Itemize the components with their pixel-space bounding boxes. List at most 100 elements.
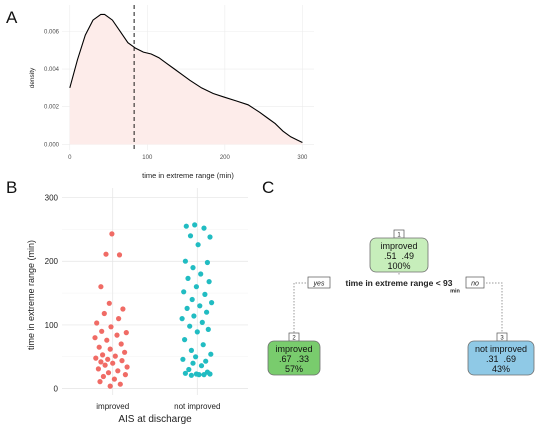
scatter-point: [98, 284, 104, 290]
scatter-point: [209, 300, 215, 306]
scatter-point: [110, 360, 116, 366]
scatter-point: [198, 271, 204, 277]
scatter-point: [201, 372, 207, 378]
scatter-points: [92, 222, 215, 389]
scatter-point: [190, 265, 196, 271]
scatter-x-tick-label: not improved: [174, 402, 220, 411]
scatter-point: [99, 328, 105, 334]
no-branch-box: [465, 276, 485, 289]
root-node: [369, 237, 429, 273]
scatter-y-tick-label: 100: [45, 321, 59, 330]
panel-b: B 0 100 200 300 improved not improved AIS at…: [6, 178, 248, 425]
density-x-tick-label: 0: [68, 155, 72, 161]
panel-c-decision-tree: C 1 improved .51 .49 100% yes time in ex…: [262, 178, 535, 376]
scatter-point: [207, 234, 213, 240]
scatter-point: [192, 222, 198, 228]
density-y-tick-label: 0.006: [44, 29, 60, 35]
leaf-2-percent: 57%: [285, 364, 303, 374]
scatter-point: [185, 275, 191, 281]
scatter-point: [119, 358, 125, 364]
scatter-y-ticks: 0 100 200 300: [45, 194, 59, 394]
scatter-point: [182, 258, 188, 264]
scatter-point: [189, 296, 195, 303]
panel-label-a: A: [6, 8, 18, 27]
scatter-point: [207, 371, 213, 377]
scatter-point: [204, 259, 210, 266]
scatter-point: [190, 360, 196, 366]
scatter-point: [195, 242, 201, 248]
root-node-class: improved: [380, 241, 417, 251]
scatter-point: [106, 300, 112, 306]
density-x-tick-label: 100: [142, 155, 153, 161]
yes-branch-box: [307, 276, 331, 289]
leaf-2-node: [267, 340, 321, 376]
scatter-point: [108, 324, 114, 330]
scatter-point: [187, 323, 193, 329]
scatter-x-ticks: improved not improved: [96, 402, 220, 411]
scatter-point: [199, 319, 205, 325]
scatter-point: [124, 364, 130, 370]
scatter-point: [102, 362, 108, 368]
scatter-point: [92, 335, 98, 341]
scatter-x-axis-label: AIS at discharge: [118, 414, 192, 425]
scatter-point: [112, 353, 118, 359]
scatter-y-tick-label: 0: [54, 385, 59, 394]
root-node-probs: .51 .49: [384, 251, 414, 261]
scatter-point: [197, 303, 203, 309]
scatter-point: [120, 306, 126, 312]
panel-a: A 0 100 200 300 0.000 0.002 0.004 0.006 time i…: [6, 5, 314, 180]
density-y-tick-label: 0.000: [44, 142, 60, 148]
scatter-point: [107, 383, 113, 389]
split-condition: time in extreme range < 93: [345, 278, 452, 288]
scatter-point: [104, 337, 110, 343]
density-y-tick-label: 0.004: [44, 67, 60, 73]
scatter-point: [201, 225, 207, 231]
scatter-point: [188, 347, 194, 353]
density-curve: [69, 13, 303, 143]
no-branch-label: no: [471, 281, 479, 288]
scatter-point: [179, 316, 185, 322]
root-node-percent: 100%: [387, 261, 410, 271]
scatter-point: [200, 342, 206, 348]
leaf-2-id: 2: [292, 336, 296, 342]
leaf-2-class: improved: [275, 344, 312, 354]
scatter-point: [97, 379, 103, 385]
leaf-3-id: 3: [500, 336, 504, 342]
scatter-point: [98, 359, 104, 365]
scatter-point: [96, 344, 102, 350]
panel-label-c: C: [262, 178, 274, 197]
scatter-point: [202, 291, 208, 297]
scatter-point: [122, 349, 128, 355]
scatter-point: [208, 351, 214, 357]
leaf-2-probs: .67 .33: [279, 354, 309, 364]
scatter-point: [122, 372, 128, 378]
scatter-point: [105, 370, 112, 376]
leaf-3-class: not improved: [475, 344, 527, 354]
scatter-point: [203, 358, 209, 364]
scatter-point: [182, 370, 188, 376]
scatter-point: [116, 316, 122, 322]
scatter-point: [196, 372, 202, 378]
scatter-point: [204, 309, 210, 315]
leaf-3-percent: 43%: [492, 364, 510, 374]
scatter-point: [193, 354, 199, 360]
scatter-point: [94, 320, 100, 326]
leaf-3-probs: .31 .69: [486, 354, 516, 364]
density-x-tick-label: 200: [220, 155, 231, 161]
scatter-point: [117, 381, 123, 387]
scatter-y-axis-label: time in extreme range (min): [26, 240, 36, 350]
scatter-point: [116, 252, 123, 258]
density-y-tick-label: 0.002: [44, 105, 60, 111]
scatter-point: [109, 231, 115, 237]
yes-branch-label: yes: [313, 281, 325, 288]
scatter-point: [198, 363, 205, 369]
density-y-axis-label: density: [29, 67, 36, 88]
scatter-point: [194, 329, 200, 335]
scatter-point: [182, 337, 188, 343]
scatter-point: [186, 366, 192, 373]
scatter-point: [103, 251, 109, 257]
density-x-tick-label: 300: [297, 155, 308, 161]
scatter-point: [180, 356, 186, 362]
scatter-gridlines: [62, 188, 248, 395]
scatter-point: [115, 368, 121, 374]
